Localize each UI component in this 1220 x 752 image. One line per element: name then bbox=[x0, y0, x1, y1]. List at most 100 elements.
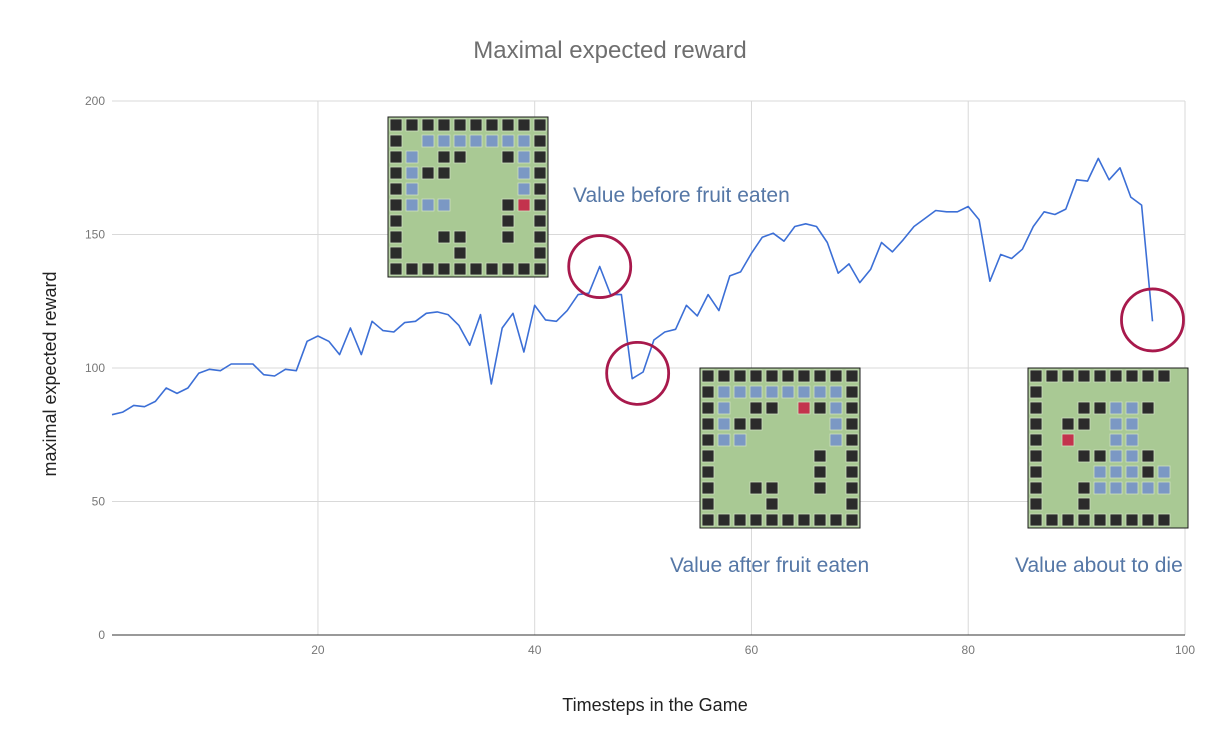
wall-cell bbox=[845, 465, 859, 479]
wall-cell bbox=[781, 369, 795, 383]
snake-cell bbox=[517, 150, 531, 164]
wall-cell bbox=[749, 481, 763, 495]
wall-cell bbox=[1077, 513, 1091, 527]
wall-cell bbox=[845, 513, 859, 527]
wall-cell bbox=[453, 246, 467, 260]
wall-cell bbox=[701, 497, 715, 511]
snake-cell bbox=[797, 385, 811, 399]
data-series bbox=[111, 157, 1154, 416]
wall-cell bbox=[517, 262, 531, 276]
wall-cell bbox=[421, 166, 435, 180]
wall-cell bbox=[389, 118, 403, 132]
wall-cell bbox=[1093, 401, 1107, 415]
wall-cell bbox=[501, 214, 515, 228]
wall-cell bbox=[501, 118, 515, 132]
wall-cell bbox=[701, 433, 715, 447]
snake-cell bbox=[1125, 481, 1139, 495]
wall-cell bbox=[1029, 417, 1043, 431]
wall-cell bbox=[845, 369, 859, 383]
wall-cell bbox=[485, 262, 499, 276]
wall-cell bbox=[701, 385, 715, 399]
wall-cell bbox=[533, 118, 547, 132]
wall-cell bbox=[1061, 513, 1075, 527]
wall-cell bbox=[845, 481, 859, 495]
snake-cell bbox=[829, 417, 843, 431]
y-tick-labels: 0 50 100 150 200 bbox=[85, 94, 105, 642]
y-tick-label: 100 bbox=[85, 361, 105, 375]
snake-cell bbox=[517, 182, 531, 196]
snake-cell bbox=[405, 166, 419, 180]
snake-cell bbox=[405, 182, 419, 196]
snake-cell bbox=[829, 401, 843, 415]
fruit-cell bbox=[1061, 433, 1075, 447]
wall-cell bbox=[701, 465, 715, 479]
wall-cell bbox=[813, 481, 827, 495]
wall-cell bbox=[1029, 433, 1043, 447]
wall-cell bbox=[765, 497, 779, 511]
x-tick-label: 40 bbox=[528, 643, 542, 657]
wall-cell bbox=[1077, 401, 1091, 415]
wall-cell bbox=[845, 385, 859, 399]
wall-cell bbox=[533, 166, 547, 180]
wall-cell bbox=[453, 262, 467, 276]
wall-cell bbox=[701, 401, 715, 415]
wall-cell bbox=[1061, 369, 1075, 383]
y-tick-label: 0 bbox=[98, 628, 105, 642]
wall-cell bbox=[469, 262, 483, 276]
highlight-circle bbox=[1120, 287, 1185, 353]
wall-cell bbox=[389, 150, 403, 164]
highlight-circle bbox=[567, 234, 633, 299]
snake-cell bbox=[1141, 481, 1155, 495]
snake-cell bbox=[813, 385, 827, 399]
chart-title: Maximal expected reward bbox=[473, 37, 746, 64]
fruit-cell bbox=[517, 198, 531, 212]
wall-cell bbox=[845, 497, 859, 511]
wall-cell bbox=[749, 417, 763, 431]
x-tick-label: 20 bbox=[311, 643, 325, 657]
snake-cell bbox=[1125, 465, 1139, 479]
snake-cell bbox=[717, 401, 731, 415]
wall-cell bbox=[813, 369, 827, 383]
wall-cell bbox=[717, 369, 731, 383]
wall-cell bbox=[501, 198, 515, 212]
snake-cell bbox=[1125, 401, 1139, 415]
snake-cell bbox=[421, 134, 435, 148]
snake-cell bbox=[517, 134, 531, 148]
wall-cell bbox=[1141, 369, 1155, 383]
wall-cell bbox=[781, 513, 795, 527]
snake-cell bbox=[717, 385, 731, 399]
snake-cell bbox=[717, 433, 731, 447]
wall-cell bbox=[1125, 369, 1139, 383]
wall-cell bbox=[1157, 513, 1171, 527]
highlight-circle bbox=[605, 340, 671, 406]
wall-cell bbox=[1029, 449, 1043, 463]
annotation-after-fruit: Value after fruit eaten bbox=[670, 554, 869, 577]
wall-cell bbox=[389, 134, 403, 148]
wall-cell bbox=[1077, 481, 1091, 495]
wall-cell bbox=[1157, 369, 1171, 383]
snake-cell bbox=[1125, 433, 1139, 447]
wall-cell bbox=[389, 198, 403, 212]
wall-cell bbox=[533, 182, 547, 196]
wall-cell bbox=[469, 118, 483, 132]
wall-cell bbox=[701, 513, 715, 527]
wall-cell bbox=[1029, 465, 1043, 479]
wall-cell bbox=[533, 246, 547, 260]
snake-cell bbox=[1125, 417, 1139, 431]
wall-cell bbox=[829, 369, 843, 383]
snake-cell bbox=[469, 134, 483, 148]
y-axis-title: maximal expected reward bbox=[40, 271, 60, 476]
wall-cell bbox=[1077, 417, 1091, 431]
wall-cell bbox=[453, 230, 467, 244]
wall-cell bbox=[845, 433, 859, 447]
x-axis-title: Timesteps in the Game bbox=[562, 695, 747, 715]
wall-cell bbox=[1093, 513, 1107, 527]
snake-cell bbox=[829, 433, 843, 447]
snake-cell bbox=[501, 134, 515, 148]
wall-cell bbox=[1125, 513, 1139, 527]
board-about-to-die bbox=[1027, 367, 1189, 529]
wall-cell bbox=[1061, 417, 1075, 431]
wall-cell bbox=[813, 449, 827, 463]
wall-cell bbox=[717, 513, 731, 527]
wall-cell bbox=[1109, 513, 1123, 527]
